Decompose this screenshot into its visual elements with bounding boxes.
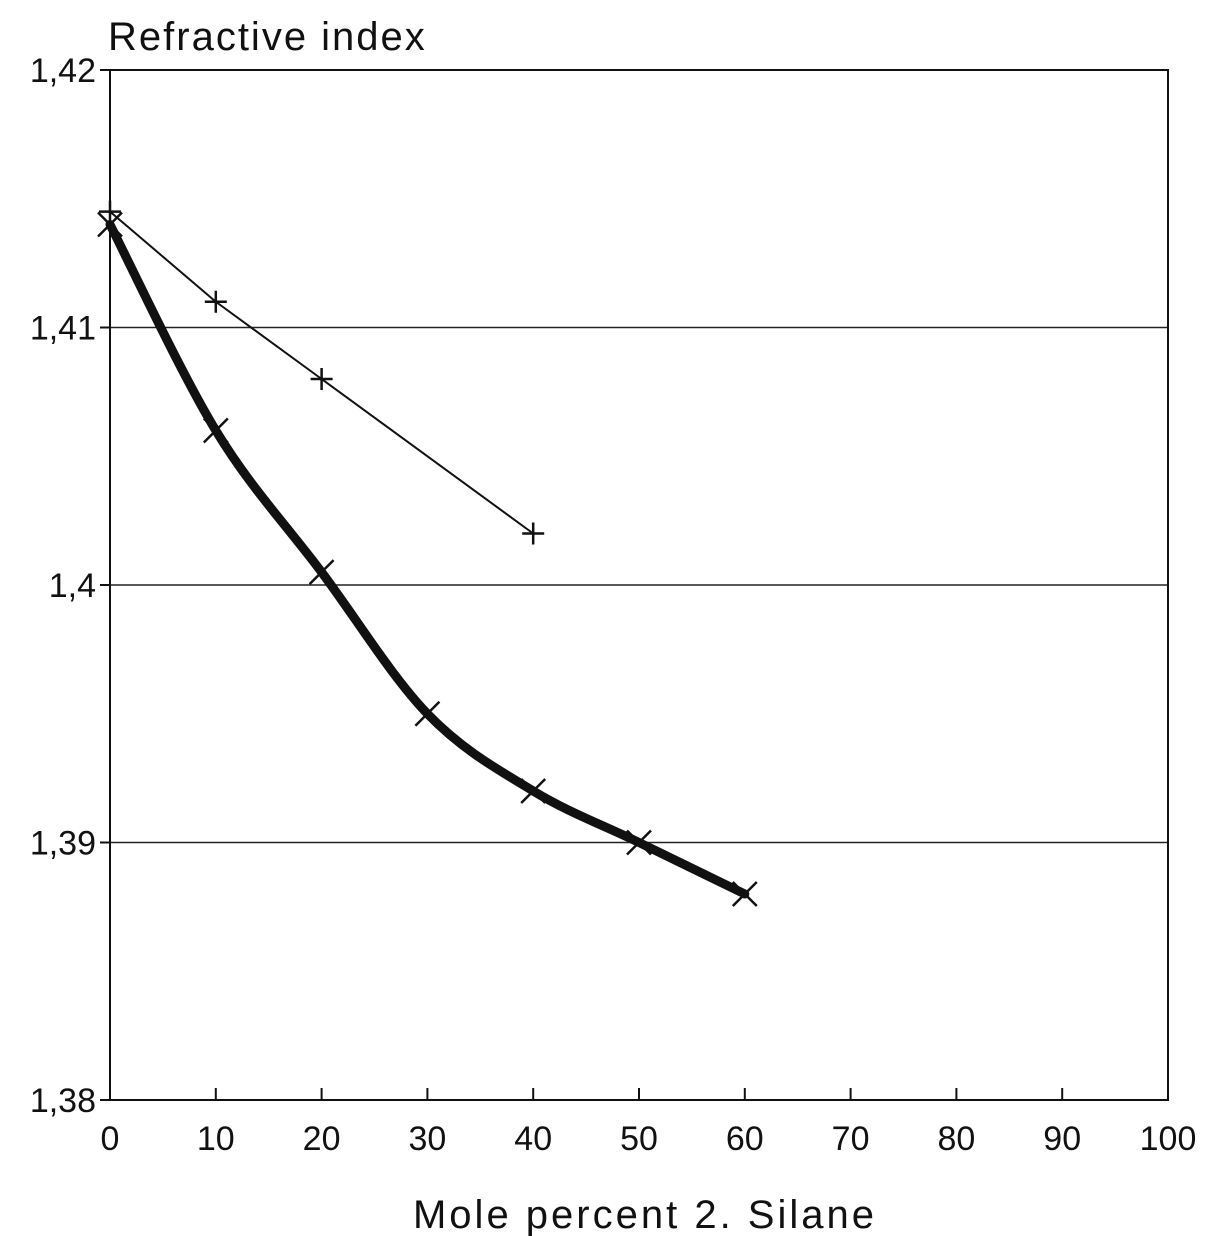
series-0-point-0 [99, 200, 121, 223]
y-tick-label-3: 1,41 [30, 310, 96, 348]
series-1-point-1 [202, 417, 229, 444]
data-series [97, 200, 758, 907]
series-0-line [109, 210, 535, 535]
chart-title: Refractive index [108, 15, 427, 59]
x-tick-label-1: 10 [197, 1120, 235, 1158]
x-tick-label-3: 30 [408, 1120, 446, 1158]
x-tick-label-5: 50 [620, 1120, 658, 1158]
y-tick-label-2: 1,4 [49, 567, 96, 605]
series-1-point-4 [520, 778, 547, 804]
series-0 [99, 200, 545, 545]
series-1-point-5 [626, 829, 652, 856]
gridlines [110, 326, 1168, 844]
x-tick-label-0: 0 [101, 1120, 120, 1158]
x-tick-label-7: 70 [832, 1120, 870, 1158]
y-tick-label-0: 1,38 [30, 1082, 96, 1120]
series-1-point-3 [414, 700, 441, 727]
x-axis-label: Mole percent 2. Silane [413, 1193, 877, 1236]
series-1-point-6 [731, 881, 758, 907]
series-1-point-2 [308, 559, 335, 586]
series-0-point-3 [522, 522, 545, 545]
y-tick-label-1: 1,39 [30, 825, 96, 863]
x-tick-label-9: 90 [1043, 1120, 1081, 1158]
x-tick-label-4: 40 [514, 1120, 552, 1158]
y-axis: 1,38 1,39 1,4 1,41 1,42 [30, 52, 110, 1120]
series-1 [97, 211, 758, 907]
x-axis: 0 10 20 30 40 50 60 70 80 90 100 [101, 1088, 1197, 1158]
y-tick-label-4: 1,42 [30, 52, 96, 90]
x-tick-label-8: 80 [937, 1120, 975, 1158]
series-1-line [105, 220, 750, 899]
x-tick-label-2: 20 [303, 1120, 341, 1158]
series-0-point-1 [204, 290, 227, 313]
x-tick-label-6: 60 [726, 1120, 764, 1158]
x-tick-label-10: 100 [1140, 1120, 1197, 1158]
series-1-point-0 [97, 211, 123, 238]
series-0-point-2 [310, 368, 333, 390]
